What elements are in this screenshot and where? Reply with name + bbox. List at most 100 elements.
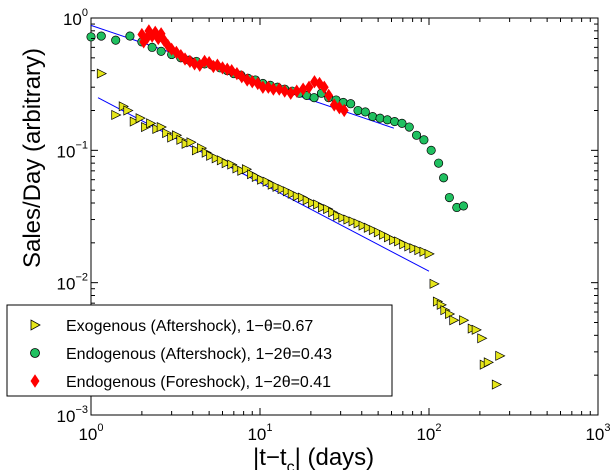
series-0-point-49 (358, 220, 369, 231)
series-0-point-47 (348, 216, 359, 227)
series-2-point-31 (268, 82, 278, 96)
y-tick-label-0-exponent: −3 (75, 404, 88, 416)
series-0-point-63 (429, 278, 440, 289)
y-tick-label-1-exponent: −2 (75, 272, 88, 284)
series-0-point-39 (307, 197, 319, 209)
x-tick-label-3-base: 10 (585, 425, 604, 444)
y-tick-label-2: 10−1 (57, 139, 88, 161)
y-tick-label-1: 10−2 (57, 272, 88, 294)
x-tick-label-1-base: 10 (247, 425, 266, 444)
series-0-point-53 (379, 229, 390, 240)
series-1-point-41 (419, 135, 429, 145)
series-0-point-4 (129, 116, 140, 127)
x-tick-label-3: 103 (585, 422, 610, 444)
series-0-point-34 (282, 186, 294, 197)
series-1-point-6 (156, 46, 166, 56)
x-tick-label-2-exponent: 2 (435, 422, 441, 434)
series-1-point-33 (360, 107, 370, 117)
series-0-point-55 (389, 234, 400, 246)
x-tick-label-3-exponent: 3 (604, 422, 610, 434)
x-axis-title: |t−tc| (days) (253, 444, 374, 470)
series-0-point-36 (292, 191, 303, 202)
series-0-point-10 (162, 128, 173, 139)
series-0-point-58 (404, 241, 415, 252)
series-0-point-13 (176, 134, 187, 145)
x-tick-label-1: 101 (247, 422, 272, 444)
series-0-point-44 (333, 210, 344, 221)
series-1-point-35 (375, 113, 385, 123)
series-1-point-26 (309, 93, 319, 103)
data-points (86, 24, 506, 390)
series-2-point-37 (304, 80, 314, 94)
legend-label-endogenous-foreshock: Endogenous (Foreshock), 1−2θ=0.41 (66, 374, 331, 391)
x-tick-label-0-base: 10 (78, 425, 97, 444)
y-tick-label-0: 10−3 (57, 404, 88, 426)
y-tick-label-2-exponent: −1 (75, 139, 88, 151)
series-0-point-51 (368, 224, 380, 236)
legend-marker-endogenous-foreshock (30, 374, 40, 388)
series-1-point-34 (368, 112, 378, 122)
series-0-point-45 (338, 212, 349, 223)
series-0-point-22 (221, 158, 232, 169)
series-0-point-57 (399, 239, 410, 250)
y-axis-title: Sales/Day (arbitrary) (19, 48, 46, 268)
series-0-point-26 (241, 164, 253, 175)
series-0-point-5 (135, 113, 146, 124)
series-0-point-35 (287, 188, 298, 199)
series-0-point-60 (414, 245, 425, 256)
series-0-point-50 (363, 222, 375, 233)
x-tick-label-0: 100 (78, 422, 103, 444)
series-0-point-52 (373, 227, 385, 238)
y-tick-label-3-base: 10 (63, 10, 82, 29)
series-0-point-24 (232, 163, 243, 174)
series-1-point-3 (125, 31, 135, 41)
series-0-point-59 (409, 243, 420, 254)
x-axis-title-tail: | (days) (295, 444, 375, 470)
series-0-point-7 (146, 118, 157, 129)
series-0-point-71 (471, 324, 482, 335)
x-tick-label-2-base: 10 (416, 425, 435, 444)
y-tick-label-0-base: 10 (57, 407, 76, 426)
series-0-point-3 (123, 105, 134, 116)
legend-box (6, 304, 393, 397)
series-0-point-68 (449, 315, 460, 326)
series-0-point-46 (343, 214, 354, 225)
series-0-point-41 (318, 202, 329, 213)
series-1-point-39 (404, 122, 414, 132)
legend-label-endogenous-aftershock: Endogenous (Aftershock), 1−2θ=0.43 (66, 346, 332, 363)
series-1-point-43 (434, 158, 444, 168)
series-1-point-2 (111, 35, 121, 45)
series-1-point-47 (458, 201, 469, 211)
series-0-point-14 (181, 138, 192, 149)
series-0-point-1 (111, 109, 122, 121)
series-1-point-42 (426, 145, 436, 155)
series-0-point-74 (483, 357, 494, 368)
series-0-point-40 (313, 199, 324, 210)
series-1-point-44 (439, 173, 449, 183)
y-tick-label-1-base: 10 (57, 275, 76, 294)
series-1-point-37 (390, 117, 400, 127)
series-0-point-33 (277, 183, 288, 195)
series-0-point-43 (328, 207, 339, 218)
x-tick-label-0-exponent: 0 (97, 422, 103, 434)
series-0-point-20 (211, 153, 222, 164)
y-tick-label-3: 100 (63, 7, 88, 29)
series-0-point-61 (419, 246, 430, 257)
legend-label-exogenous: Exogenous (Aftershock), 1−θ=0.67 (66, 318, 313, 335)
series-0-point-0 (96, 68, 108, 79)
series-1-point-40 (412, 130, 422, 140)
x-axis-title-sub: c (287, 459, 295, 470)
series-0-point-6 (141, 121, 152, 133)
series-1-point-0 (86, 32, 96, 42)
series-0-point-48 (353, 218, 364, 229)
series-0-point-38 (302, 195, 313, 206)
series-0-point-19 (206, 150, 217, 161)
series-0-point-9 (156, 121, 167, 133)
series-0-point-23 (227, 159, 238, 170)
legend-marker-exogenous (30, 319, 41, 331)
series-0-point-32 (272, 181, 283, 192)
series-0-point-54 (384, 232, 395, 243)
series-0-point-75 (491, 379, 503, 390)
